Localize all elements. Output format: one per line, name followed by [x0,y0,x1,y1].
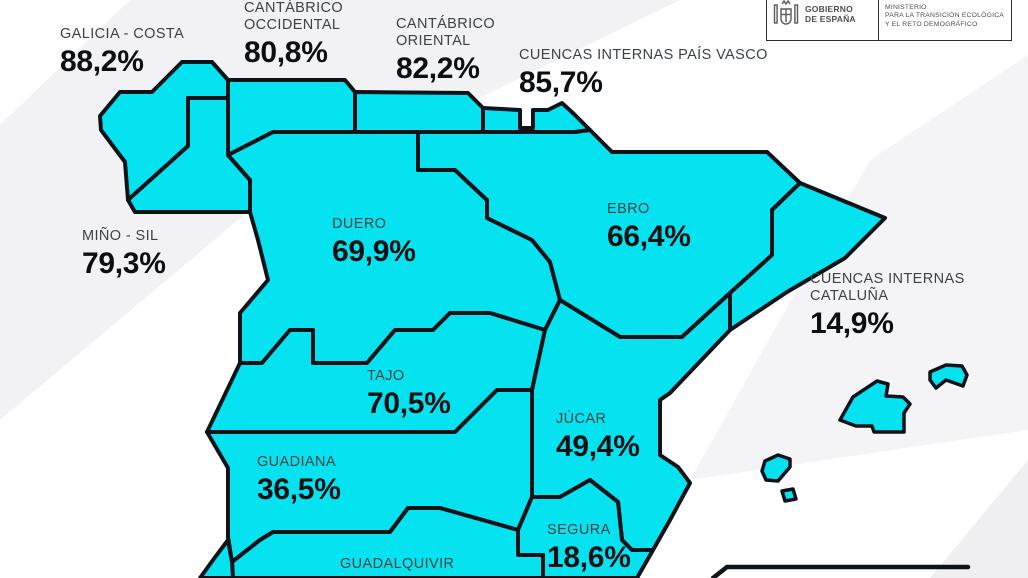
basin-value: 18,6% [547,541,631,574]
basin-name: EBRO [607,201,650,217]
basin-value: 70,5% [367,387,451,420]
government-logo-left-cell: GOBIERNO DE ESPAÑA [767,0,879,40]
balearic-islands [760,363,969,503]
spain-coat-of-arms-icon [773,0,799,25]
government-logo-plate: GOBIERNO DE ESPAÑA TERCERA DEL GOBIERNO … [766,0,1012,41]
basin-name: CUENCAS INTERNAS [810,271,965,287]
basin-name: GALICIA - COSTA [60,26,185,42]
government-title-line2: DE ESPAÑA [805,13,856,24]
government-logo-right-cell: TERCERA DEL GOBIERNO MINISTERIO PARA LA … [879,0,1011,40]
basin-value: 69,9% [332,235,416,268]
island-formentera [780,487,798,503]
basin-value: 79,3% [82,247,166,280]
island-mallorca [838,379,912,434]
island-ibiza [760,453,792,483]
basin-value: 80,8% [244,36,328,69]
basin-name: SEGURA [547,522,611,538]
label-mino-sil: MIÑO - SIL 79,3% [82,228,166,279]
basin-regions [98,60,887,578]
label-guadalquivir: GUADALQUIVIR [340,556,454,576]
basin-name: JÚCAR [556,411,607,427]
region-pais-vasco [481,101,592,134]
basin-value: 82,2% [396,52,480,85]
label-guadiana: GUADIANA 36,5% [257,454,341,505]
basin-name: ORIENTAL [396,33,471,49]
government-dept-line1: MINISTERIO [885,3,927,11]
label-pais-vasco: CUENCAS INTERNAS PAÍS VASCO 85,7% [519,47,768,98]
region-guadalquivir [230,506,545,578]
label-duero: DUERO 69,9% [332,216,416,267]
basin-name: CATALUÑA [810,288,889,304]
basin-name: DUERO [332,216,387,232]
label-cantabrico-occidental: CANTÁBRICO OCCIDENTAL 80,8% [244,0,343,68]
basin-value: 14,9% [810,307,894,340]
basin-value: 88,2% [60,45,144,78]
basin-value: 36,5% [257,473,341,506]
label-cataluna: CUENCAS INTERNAS CATALUÑA 14,9% [810,271,965,339]
basin-name: CANTÁBRICO [396,16,496,32]
basin-value: 85,7% [519,66,603,99]
label-segura: SEGURA 18,6% [547,522,631,573]
region-cantabrico-oriental [353,90,485,134]
basin-value: 49,4% [556,430,640,463]
island-menorca [928,363,969,390]
basin-value: 66,4% [607,220,691,253]
basin-name: CANTÁBRICO [244,0,344,16]
basin-name: GUADIANA [257,454,336,470]
label-galicia-costa: GALICIA - COSTA 88,2% [60,26,184,77]
africa-coastline [710,564,971,578]
basin-name: OCCIDENTAL [244,17,341,33]
government-dept-line3: Y EL RETO DEMOGRÁFICO [885,20,978,28]
basin-name: MIÑO - SIL [82,228,159,244]
region-southwest-small [198,538,235,578]
basin-name: TAJO [367,368,405,384]
government-title-line1: GOBIERNO [805,3,853,14]
label-jucar: JÚCAR 49,4% [556,411,640,462]
basin-name: GUADALQUIVIR [340,556,455,572]
government-dept-line2: PARA LA TRANSICIÓN ECOLÓGICA [885,12,1005,19]
basin-name: CUENCAS INTERNAS PAÍS VASCO [519,47,768,63]
label-cantabrico-oriental: CANTÁBRICO ORIENTAL 82,2% [396,16,495,84]
label-ebro: EBRO 66,4% [607,201,691,252]
label-tajo: TAJO 70,5% [367,368,451,419]
